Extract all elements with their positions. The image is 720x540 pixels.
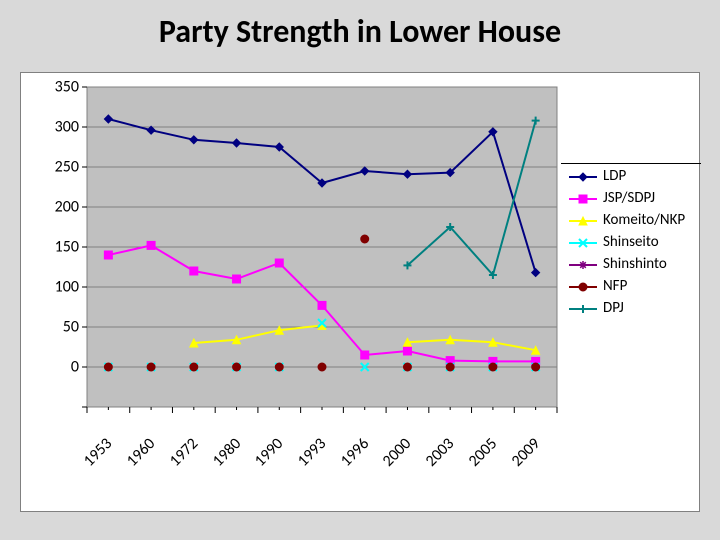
- legend-swatch: [569, 169, 597, 185]
- legend-label: Komeito/NKP: [603, 211, 685, 229]
- slide: { "title": "Party Strength in Lower Hous…: [0, 0, 720, 540]
- legend-swatch: [569, 257, 597, 273]
- y-axis-label: 350: [29, 78, 79, 97]
- y-axis-label: 250: [29, 158, 79, 177]
- legend-label: JSP/SDPJ: [603, 189, 655, 207]
- legend-label: LDP: [603, 167, 626, 185]
- y-axis-label: 300: [29, 118, 79, 137]
- y-axis-label: 150: [29, 238, 79, 257]
- legend-swatch: [569, 279, 597, 295]
- legend-swatch: [569, 191, 597, 207]
- y-axis-label: 200: [29, 198, 79, 217]
- legend-label: Shinshinto: [603, 255, 667, 273]
- legend-swatch: [569, 213, 597, 229]
- chart-panel: 0501001502002503003501953196019721980199…: [20, 72, 700, 512]
- y-axis-label: 0: [29, 358, 79, 377]
- legend-divider: [561, 163, 701, 164]
- legend-label: Shinseito: [603, 233, 659, 251]
- legend-label: NFP: [603, 277, 627, 295]
- legend-swatch: [569, 235, 597, 251]
- legend-swatch: [569, 301, 597, 317]
- y-axis-label: 50: [29, 318, 79, 337]
- slide-title: Party Strength in Lower House: [0, 12, 720, 51]
- y-axis-label: 100: [29, 278, 79, 297]
- legend-label: DPJ: [603, 299, 624, 317]
